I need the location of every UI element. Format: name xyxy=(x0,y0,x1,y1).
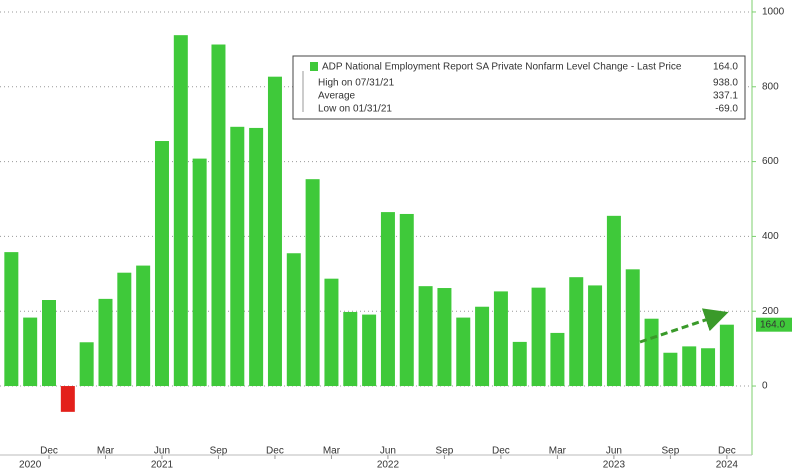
bar xyxy=(550,332,565,387)
bars xyxy=(4,35,734,412)
bar xyxy=(493,291,508,387)
bar xyxy=(249,127,264,387)
bar xyxy=(173,35,188,387)
bar xyxy=(230,126,245,387)
bar xyxy=(211,44,226,387)
bar xyxy=(701,348,716,387)
trend-arrow xyxy=(639,308,729,344)
y-tick-label: 200 xyxy=(762,306,779,317)
x-tick-label: Sep xyxy=(661,446,679,457)
year-label: 2022 xyxy=(377,460,400,470)
bar xyxy=(437,288,452,387)
bar xyxy=(324,278,339,387)
bar xyxy=(362,314,377,387)
bar xyxy=(719,324,734,387)
x-tick-label: Mar xyxy=(97,446,115,457)
x-tick-label: Jun xyxy=(606,446,622,457)
bar xyxy=(418,286,433,387)
bar xyxy=(475,306,490,387)
bar xyxy=(305,179,320,387)
year-label: 2021 xyxy=(151,460,174,470)
x-tick-label: Jun xyxy=(154,446,170,457)
bar xyxy=(23,317,38,387)
bar xyxy=(286,253,301,387)
year-label: 2024 xyxy=(716,460,739,470)
bar xyxy=(644,318,659,387)
bar xyxy=(60,386,75,412)
x-tick-label: Sep xyxy=(436,446,454,457)
bar xyxy=(380,212,395,387)
legend-value: -69.0 xyxy=(715,104,738,115)
bar xyxy=(663,352,678,387)
x-tick-label: Dec xyxy=(40,446,58,457)
bar xyxy=(98,298,113,387)
bar xyxy=(4,252,19,387)
year-label: 2020 xyxy=(19,460,42,470)
y-tick-label: 1000 xyxy=(762,7,785,18)
bar xyxy=(606,215,621,387)
legend-value: 337.1 xyxy=(713,91,738,102)
y-tick-label: 400 xyxy=(762,231,779,242)
x-tick-label: Mar xyxy=(549,446,567,457)
bar xyxy=(79,342,94,387)
x-tick-label: Dec xyxy=(492,446,510,457)
bar xyxy=(136,265,151,387)
bar xyxy=(569,277,584,387)
bar xyxy=(399,213,414,387)
legend-value: 938.0 xyxy=(713,78,738,89)
bar xyxy=(267,76,282,387)
year-label: 2023 xyxy=(603,460,626,470)
x-tick-label: Sep xyxy=(210,446,228,457)
legend-swatch xyxy=(310,62,318,71)
bar xyxy=(456,317,471,387)
x-tick-label: Mar xyxy=(323,446,341,457)
x-tick-label: Dec xyxy=(266,446,284,457)
legend-title: ADP National Employment Report SA Privat… xyxy=(322,62,682,73)
bar xyxy=(117,272,132,387)
legend-label: Low on 01/31/21 xyxy=(318,104,392,115)
last-price-label: 164.0 xyxy=(760,319,785,330)
bar xyxy=(625,269,640,387)
legend-value: 164.0 xyxy=(713,62,738,73)
y-tick-label: 0 xyxy=(762,381,768,392)
bar xyxy=(512,341,527,387)
bar xyxy=(154,141,169,387)
bar xyxy=(192,158,207,387)
y-tick-label: 600 xyxy=(762,156,779,167)
legend-label: High on 07/31/21 xyxy=(318,78,395,89)
bar xyxy=(682,346,697,387)
x-tick-label: Jun xyxy=(380,446,396,457)
y-tick-label: 800 xyxy=(762,81,779,92)
legend-box xyxy=(292,55,746,120)
x-tick-label: Dec xyxy=(718,446,736,457)
legend-label: Average xyxy=(318,91,356,102)
last-price-box xyxy=(756,317,792,332)
bar xyxy=(531,287,546,387)
bar xyxy=(343,311,358,387)
legend: ADP National Employment Report SA Privat… xyxy=(292,55,746,120)
bar xyxy=(588,285,603,387)
bar xyxy=(42,300,56,387)
